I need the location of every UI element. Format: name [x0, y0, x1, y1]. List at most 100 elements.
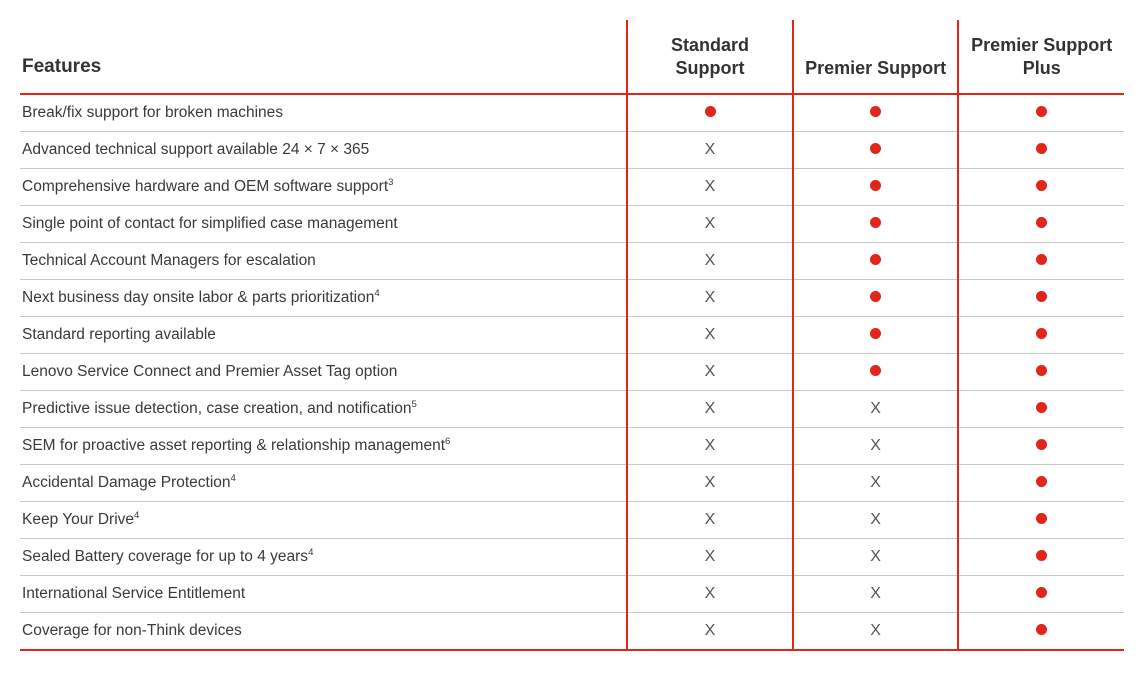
included-dot-icon	[870, 365, 881, 376]
table-row: Break/fix support for broken machines	[20, 94, 1124, 132]
premier-cell	[793, 94, 959, 132]
not-included-x-icon: X	[705, 400, 716, 417]
included-dot-icon	[1036, 180, 1047, 191]
premier-plus-cell	[958, 94, 1124, 132]
included-dot-icon	[870, 291, 881, 302]
not-included-x-icon: X	[705, 622, 716, 639]
standard-cell: X	[627, 539, 793, 576]
not-included-x-icon: X	[705, 437, 716, 454]
column-header-premier: Premier Support	[793, 20, 959, 94]
table-row: Accidental Damage Protection4XX	[20, 465, 1124, 502]
included-dot-icon	[1036, 291, 1047, 302]
table-body: Break/fix support for broken machinesAdv…	[20, 94, 1124, 650]
included-dot-icon	[870, 180, 881, 191]
premier-cell: X	[793, 539, 959, 576]
included-dot-icon	[1036, 254, 1047, 265]
premier-plus-cell	[958, 502, 1124, 539]
premier-plus-cell	[958, 428, 1124, 465]
premier-cell	[793, 169, 959, 206]
standard-cell: X	[627, 206, 793, 243]
footnote-superscript: 4	[231, 473, 236, 484]
premier-plus-cell	[958, 169, 1124, 206]
not-included-x-icon: X	[870, 400, 881, 417]
footnote-superscript: 5	[411, 399, 416, 410]
feature-name-cell: Technical Account Managers for escalatio…	[20, 243, 627, 280]
column-header-standard: Standard Support	[627, 20, 793, 94]
table-row: Sealed Battery coverage for up to 4 year…	[20, 539, 1124, 576]
feature-name-cell: Coverage for non-Think devices	[20, 613, 627, 651]
included-dot-icon	[870, 328, 881, 339]
footnote-superscript: 6	[445, 436, 450, 447]
table-header-row: Features Standard Support Premier Suppor…	[20, 20, 1124, 94]
footnote-superscript: 4	[308, 547, 313, 558]
not-included-x-icon: X	[870, 437, 881, 454]
included-dot-icon	[1036, 550, 1047, 561]
feature-name-cell: Standard reporting available	[20, 317, 627, 354]
feature-name-cell: Advanced technical support available 24 …	[20, 132, 627, 169]
included-dot-icon	[1036, 513, 1047, 524]
included-dot-icon	[1036, 217, 1047, 228]
not-included-x-icon: X	[705, 363, 716, 380]
table-row: Lenovo Service Connect and Premier Asset…	[20, 354, 1124, 391]
not-included-x-icon: X	[870, 548, 881, 565]
standard-cell: X	[627, 502, 793, 539]
standard-cell: X	[627, 132, 793, 169]
feature-name-cell: Lenovo Service Connect and Premier Asset…	[20, 354, 627, 391]
included-dot-icon	[870, 143, 881, 154]
standard-cell: X	[627, 354, 793, 391]
premier-plus-cell	[958, 539, 1124, 576]
premier-cell	[793, 317, 959, 354]
premier-cell: X	[793, 428, 959, 465]
support-comparison-table: Features Standard Support Premier Suppor…	[20, 20, 1124, 651]
table-row: Single point of contact for simplified c…	[20, 206, 1124, 243]
premier-cell	[793, 243, 959, 280]
not-included-x-icon: X	[705, 289, 716, 306]
not-included-x-icon: X	[705, 474, 716, 491]
table-row: Keep Your Drive4XX	[20, 502, 1124, 539]
included-dot-icon	[1036, 365, 1047, 376]
column-header-features: Features	[20, 20, 627, 94]
not-included-x-icon: X	[705, 585, 716, 602]
included-dot-icon	[705, 106, 716, 117]
premier-cell	[793, 280, 959, 317]
feature-name-cell: International Service Entitlement	[20, 576, 627, 613]
not-included-x-icon: X	[705, 548, 716, 565]
included-dot-icon	[1036, 143, 1047, 154]
included-dot-icon	[1036, 106, 1047, 117]
standard-cell: X	[627, 576, 793, 613]
footnote-superscript: 4	[134, 510, 139, 521]
not-included-x-icon: X	[705, 178, 716, 195]
not-included-x-icon: X	[870, 622, 881, 639]
footnote-superscript: 4	[374, 288, 379, 299]
not-included-x-icon: X	[705, 511, 716, 528]
not-included-x-icon: X	[705, 141, 716, 158]
not-included-x-icon: X	[870, 474, 881, 491]
included-dot-icon	[1036, 328, 1047, 339]
premier-plus-cell	[958, 280, 1124, 317]
standard-cell: X	[627, 428, 793, 465]
premier-plus-cell	[958, 132, 1124, 169]
premier-cell: X	[793, 391, 959, 428]
standard-cell	[627, 94, 793, 132]
premier-cell	[793, 132, 959, 169]
included-dot-icon	[1036, 476, 1047, 487]
premier-cell	[793, 206, 959, 243]
standard-cell: X	[627, 317, 793, 354]
standard-cell: X	[627, 613, 793, 651]
premier-plus-cell	[958, 576, 1124, 613]
premier-plus-cell	[958, 206, 1124, 243]
not-included-x-icon: X	[705, 326, 716, 343]
not-included-x-icon: X	[870, 585, 881, 602]
premier-cell: X	[793, 465, 959, 502]
included-dot-icon	[1036, 624, 1047, 635]
table-row: Comprehensive hardware and OEM software …	[20, 169, 1124, 206]
table-row: Coverage for non-Think devices X X	[20, 613, 1124, 651]
feature-name-cell: Single point of contact for simplified c…	[20, 206, 627, 243]
not-included-x-icon: X	[870, 511, 881, 528]
not-included-x-icon: X	[705, 252, 716, 269]
standard-cell: X	[627, 280, 793, 317]
footnote-superscript: 3	[388, 177, 393, 188]
premier-cell: X	[793, 576, 959, 613]
included-dot-icon	[1036, 439, 1047, 450]
table-row: Standard reporting available X	[20, 317, 1124, 354]
